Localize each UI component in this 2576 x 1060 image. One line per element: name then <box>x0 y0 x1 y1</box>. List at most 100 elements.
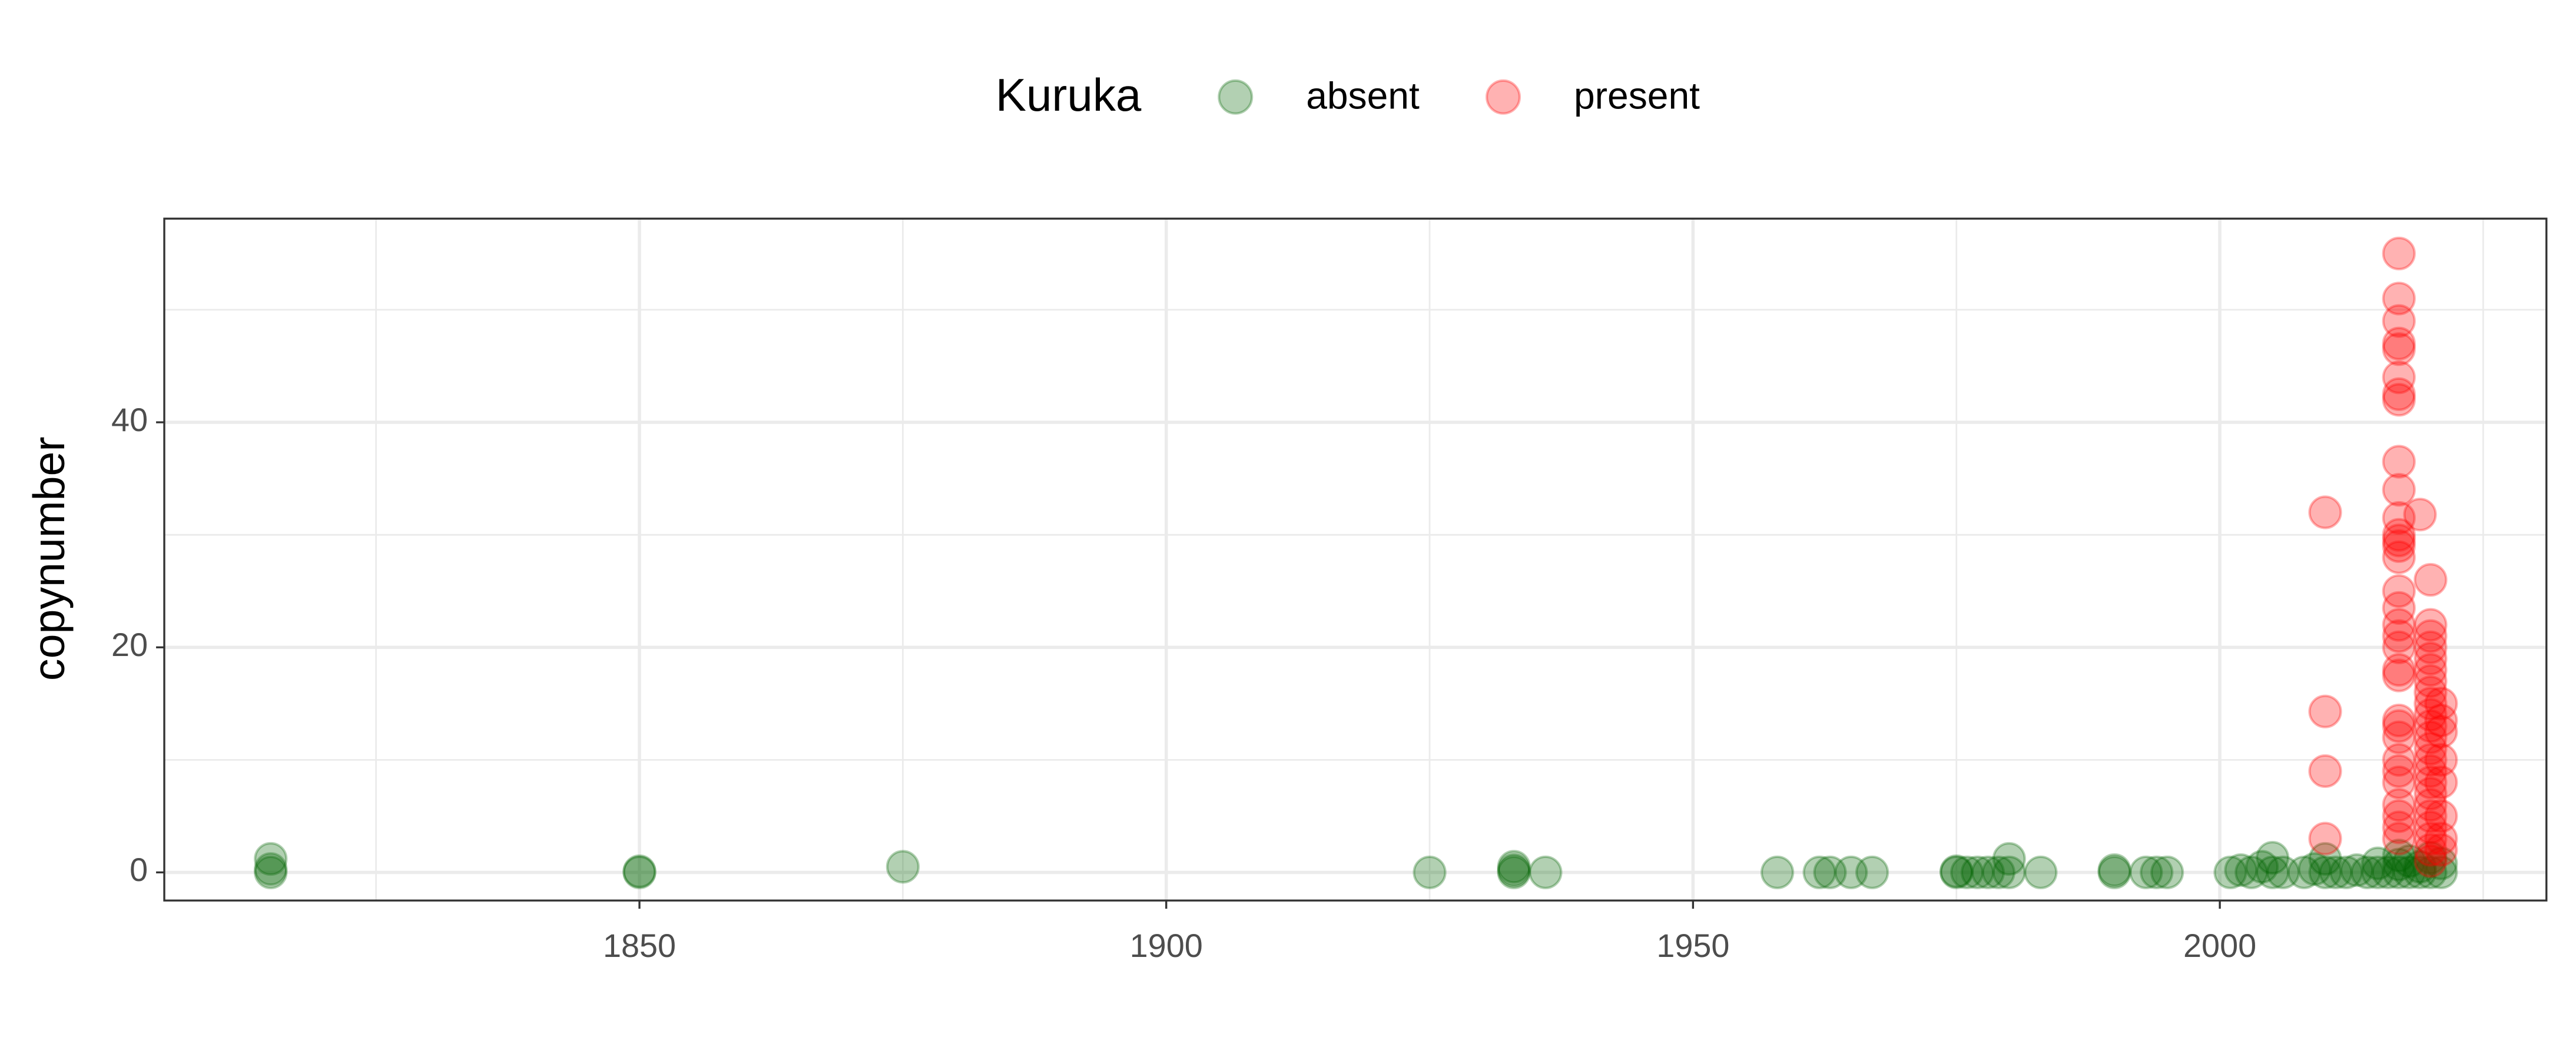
point <box>1960 855 1995 890</box>
point <box>2308 855 2342 890</box>
point <box>2255 840 2290 875</box>
point <box>2382 281 2416 316</box>
point <box>2424 822 2458 856</box>
point <box>254 852 288 886</box>
point <box>2413 652 2448 687</box>
y-tick-label: 20 <box>111 626 148 663</box>
point <box>2413 788 2448 822</box>
point <box>2350 855 2385 890</box>
point <box>1981 855 2015 890</box>
point <box>2382 608 2416 642</box>
point <box>2308 694 2342 728</box>
point <box>2424 846 2458 880</box>
point <box>2382 377 2416 411</box>
point <box>1992 855 2026 890</box>
point <box>2140 855 2174 890</box>
point <box>2413 563 2448 597</box>
point <box>2382 473 2416 507</box>
point <box>2403 850 2437 884</box>
point <box>2382 383 2416 417</box>
point <box>2266 855 2300 890</box>
point <box>254 855 288 890</box>
y-tick-label: 0 <box>130 851 148 888</box>
point <box>2413 641 2448 675</box>
point <box>2413 822 2448 856</box>
point <box>1497 855 1531 890</box>
point <box>2424 765 2458 800</box>
point <box>2150 855 2184 890</box>
point <box>2392 855 2426 890</box>
point <box>2308 842 2342 876</box>
point <box>2382 574 2416 608</box>
point <box>2413 675 2448 710</box>
point <box>2413 720 2448 754</box>
point <box>2382 652 2416 687</box>
point <box>2382 332 2416 366</box>
point <box>2413 608 2448 642</box>
point <box>2371 855 2405 890</box>
legend-marker <box>1218 79 1254 115</box>
point <box>2413 664 2448 698</box>
point <box>2382 810 2416 844</box>
point <box>2424 833 2458 867</box>
point <box>2308 754 2342 789</box>
point <box>2413 840 2448 875</box>
point <box>254 842 288 876</box>
x-tick-label: 1850 <box>603 927 676 964</box>
point <box>2403 498 2437 532</box>
point <box>2413 743 2448 777</box>
point <box>2424 855 2458 890</box>
point <box>2413 619 2448 653</box>
point <box>2382 743 2416 777</box>
point <box>2329 855 2363 890</box>
point <box>2382 703 2416 738</box>
point <box>1529 855 1563 890</box>
grid <box>164 218 2547 901</box>
point <box>2424 799 2458 833</box>
point <box>2024 855 2058 890</box>
point <box>2413 765 2448 800</box>
point <box>2382 765 2416 800</box>
point <box>2319 855 2353 890</box>
point <box>2382 839 2416 873</box>
point <box>2382 518 2416 552</box>
point <box>1855 855 1889 890</box>
points <box>254 236 2458 890</box>
point <box>2308 822 2342 856</box>
point <box>1971 855 2005 890</box>
point <box>2424 687 2458 721</box>
point <box>2382 524 2416 558</box>
point <box>886 850 920 884</box>
point <box>2413 799 2448 833</box>
point <box>2403 855 2437 890</box>
point <box>2413 810 2448 844</box>
point <box>2129 855 2163 890</box>
point <box>2382 709 2416 743</box>
point <box>2097 853 2131 887</box>
point <box>2382 720 2416 754</box>
x-tick-label: 1900 <box>1130 927 1203 964</box>
point <box>2234 855 2269 890</box>
point <box>1834 855 1868 890</box>
point <box>2413 754 2448 789</box>
point <box>2382 799 2416 833</box>
point <box>2382 630 2416 664</box>
point <box>2382 445 2416 479</box>
legend-title: Kuruka <box>996 69 1142 121</box>
point <box>2382 822 2416 856</box>
point <box>2413 833 2448 867</box>
point <box>2413 855 2448 890</box>
point <box>1760 855 1795 890</box>
x-tick-label: 1950 <box>1656 927 1729 964</box>
point <box>622 854 657 889</box>
point <box>2382 236 2416 271</box>
point <box>1813 855 1847 890</box>
point <box>2382 591 2416 625</box>
point <box>2382 529 2416 563</box>
legend-label: absent <box>1306 75 1420 117</box>
point <box>2382 540 2416 575</box>
y-tick-label: 40 <box>111 401 148 438</box>
point <box>2340 853 2374 887</box>
